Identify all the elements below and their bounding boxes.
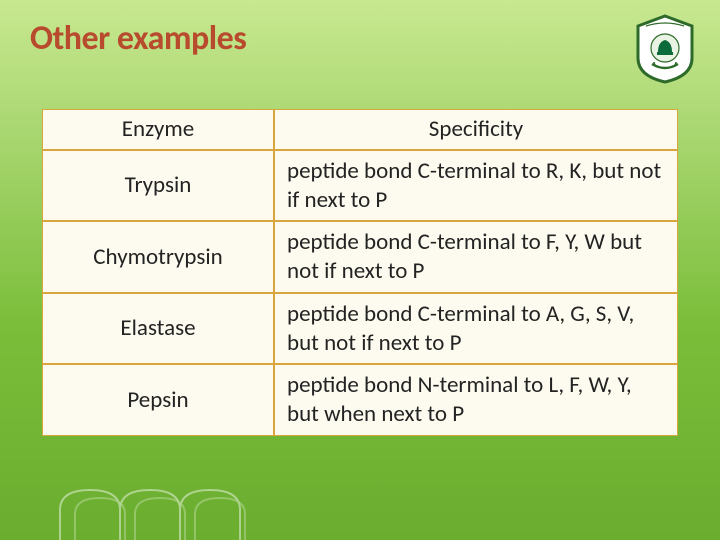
table-header-row: Enzyme Specificity	[42, 109, 678, 150]
cell-specificity: peptide bond C-terminal to R, K, but not…	[274, 150, 678, 222]
university-logo-icon	[634, 14, 696, 84]
slide: Other examples Enzyme Specificity Trypsi…	[0, 0, 720, 540]
col-header-specificity: Specificity	[274, 109, 678, 150]
cell-enzyme: Chymotrypsin	[42, 221, 274, 293]
cell-enzyme: Pepsin	[42, 364, 274, 436]
slide-title: Other examples	[30, 18, 690, 59]
table-row: Pepsin peptide bond N-terminal to L, F, …	[42, 364, 678, 436]
cell-specificity: peptide bond C-terminal to A, G, S, V, b…	[274, 293, 678, 365]
bottom-arches-decoration-icon	[0, 480, 720, 540]
table-row: Elastase peptide bond C-terminal to A, G…	[42, 293, 678, 365]
table-row: Chymotrypsin peptide bond C-terminal to …	[42, 221, 678, 293]
cell-enzyme: Trypsin	[42, 150, 274, 222]
cell-enzyme: Elastase	[42, 293, 274, 365]
col-header-enzyme: Enzyme	[42, 109, 274, 150]
table-row: Trypsin peptide bond C-terminal to R, K,…	[42, 150, 678, 222]
cell-specificity: peptide bond C-terminal to F, Y, W but n…	[274, 221, 678, 293]
enzyme-table: Enzyme Specificity Trypsin peptide bond …	[42, 109, 678, 436]
cell-specificity: peptide bond N-terminal to L, F, W, Y, b…	[274, 364, 678, 436]
